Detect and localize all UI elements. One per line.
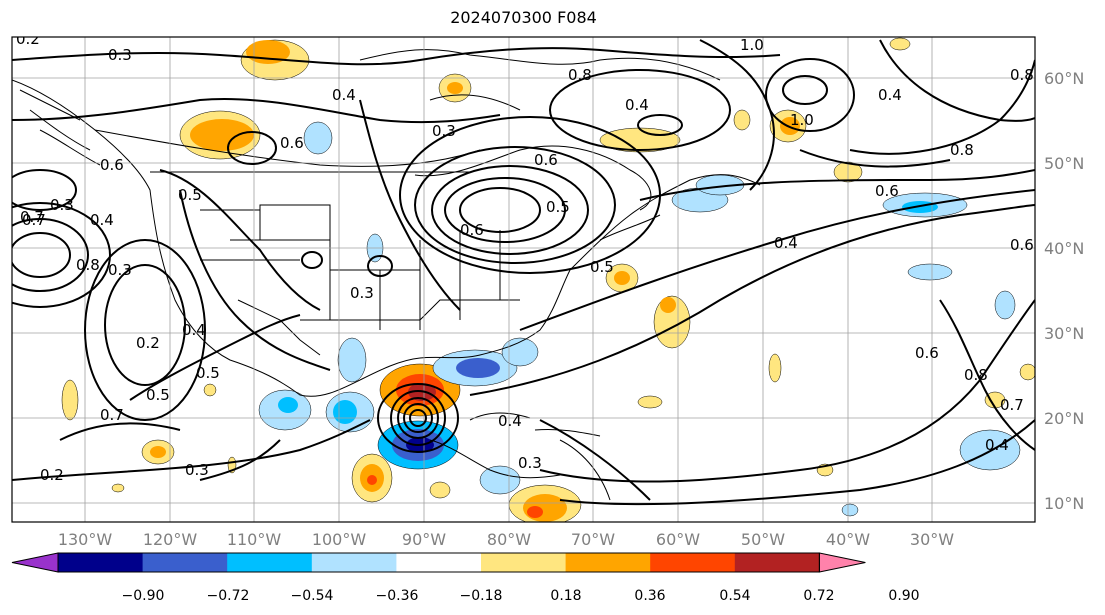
contour-label: 0.6 <box>875 182 899 200</box>
contour-label: 0.8 <box>950 141 974 159</box>
contour-label: 0.4 <box>182 321 206 339</box>
contour-label: 0.3 <box>108 261 132 279</box>
contour-labels: 0.3 0.2 0.5 0.6 0.4 0.8 0.3 0.6 0.5 0.3 … <box>16 30 1034 484</box>
colorbar-tick: 0.72 <box>803 588 834 604</box>
lat-label: 10°N <box>1044 494 1084 513</box>
colorbar-tick: 0.90 <box>888 588 919 604</box>
contour-label: 0.7 <box>20 208 44 226</box>
contour-label: 0.4 <box>332 86 356 104</box>
colorbar-tick: −0.36 <box>376 588 419 604</box>
colorbar-swatch <box>481 553 567 572</box>
contour-label: 0.3 <box>432 122 456 140</box>
contour-label: 0.3 <box>108 46 132 64</box>
lon-label: 30°W <box>910 530 954 549</box>
latitude-labels: 60°N 50°N 40°N 30°N 20°N 10°N <box>1044 69 1084 513</box>
lon-label: 110°W <box>227 530 282 549</box>
contour-label: 0.8 <box>1010 66 1034 84</box>
contour-label: 0.8 <box>964 366 988 384</box>
coastlines-borders <box>12 49 761 501</box>
contour-label: 0.6 <box>534 151 558 169</box>
lon-label: 50°W <box>741 530 785 549</box>
colorbar-swatch <box>227 553 313 572</box>
contour-label: 0.5 <box>178 186 202 204</box>
contour-label: 0.2 <box>136 334 160 352</box>
map-frame <box>11 36 1036 523</box>
contour-label: 0.6 <box>280 134 304 152</box>
colorbar-tick: −0.90 <box>122 588 165 604</box>
contour-label: 1.0 <box>740 36 764 54</box>
contour-label: 0.6 <box>100 156 124 174</box>
contour-label: 0.2 <box>16 30 40 48</box>
colorbar-outline <box>57 552 820 573</box>
colorbar-swatch <box>142 553 228 572</box>
lon-label: 120°W <box>143 530 198 549</box>
contour-label: 0.4 <box>878 86 902 104</box>
contour-label: 0.7 <box>22 211 46 229</box>
colorbar-swatch <box>396 553 482 572</box>
contour-label: 0.8 <box>568 66 592 84</box>
colorbar-tick: −0.18 <box>460 588 503 604</box>
contour-label: 0.5 <box>546 198 570 216</box>
lon-label: 80°W <box>487 530 531 549</box>
lon-label: 130°W <box>58 530 113 549</box>
colorbar: −0.90 −0.72 −0.54 −0.36 −0.18 0.18 0.36 … <box>11 552 920 604</box>
lon-label: 40°W <box>826 530 870 549</box>
colorbar-swatch <box>311 553 397 572</box>
contour-label: 0.5 <box>146 386 170 404</box>
lat-label: 50°N <box>1044 154 1084 173</box>
colorbar-tick: 0.36 <box>634 588 665 604</box>
contour-label: 0.4 <box>90 211 114 229</box>
contour-label: 0.6 <box>1010 236 1034 254</box>
contour-lines <box>12 39 1035 506</box>
contour-label: 0.4 <box>625 96 649 114</box>
contour-label: 0.3 <box>518 454 542 472</box>
contour-label: 0.4 <box>498 412 522 430</box>
gridlines <box>12 37 1035 522</box>
colorbar-tick: −0.72 <box>207 588 250 604</box>
colorbar-extend-high <box>818 552 866 573</box>
longitude-labels: 130°W 120°W 110°W 100°W 90°W 80°W 70°W 6… <box>58 530 954 549</box>
contour-label: 0.3 <box>50 196 74 214</box>
contour-label: 0.4 <box>774 234 798 252</box>
colorbar-swatch <box>650 553 736 572</box>
contour-label: 0.2 <box>40 466 64 484</box>
colorbar-swatch <box>565 553 651 572</box>
lon-label: 70°W <box>571 530 615 549</box>
contour-label: 0.3 <box>350 284 374 302</box>
colorbar-swatch <box>58 553 144 572</box>
lat-label: 20°N <box>1044 409 1084 428</box>
contour-label: 0.5 <box>196 364 220 382</box>
colorbar-swatches <box>11 552 866 573</box>
colorbar-tick: 0.18 <box>550 588 581 604</box>
colorbar-tick-labels: −0.90 −0.72 −0.54 −0.36 −0.18 0.18 0.36 … <box>122 588 920 604</box>
lat-label: 30°N <box>1044 324 1084 343</box>
lon-label: 100°W <box>312 530 367 549</box>
contour-label: 0.5 <box>590 258 614 276</box>
contour-label: 0.7 <box>100 406 124 424</box>
map-title: 2024070300 F084 <box>450 8 597 27</box>
lat-label: 60°N <box>1044 69 1084 88</box>
colorbar-tick: −0.54 <box>291 588 334 604</box>
contour-label: 0.6 <box>460 221 484 239</box>
contour-label: 0.4 <box>985 436 1009 454</box>
contour-label: 0.7 <box>1000 396 1024 414</box>
contour-label: 0.3 <box>185 461 209 479</box>
lon-label: 90°W <box>402 530 446 549</box>
contour-label: 1.0 <box>790 111 814 129</box>
lon-label: 60°W <box>656 530 700 549</box>
colorbar-tick: 0.54 <box>719 588 750 604</box>
contour-label: 0.6 <box>915 344 939 362</box>
lat-label: 40°N <box>1044 239 1084 258</box>
colorbar-extend-low <box>11 552 59 573</box>
map-panel: 0.3 0.2 0.5 0.6 0.4 0.8 0.3 0.6 0.5 0.3 … <box>12 30 1035 522</box>
colorbar-swatch <box>734 553 820 572</box>
contour-label: 0.8 <box>76 256 100 274</box>
